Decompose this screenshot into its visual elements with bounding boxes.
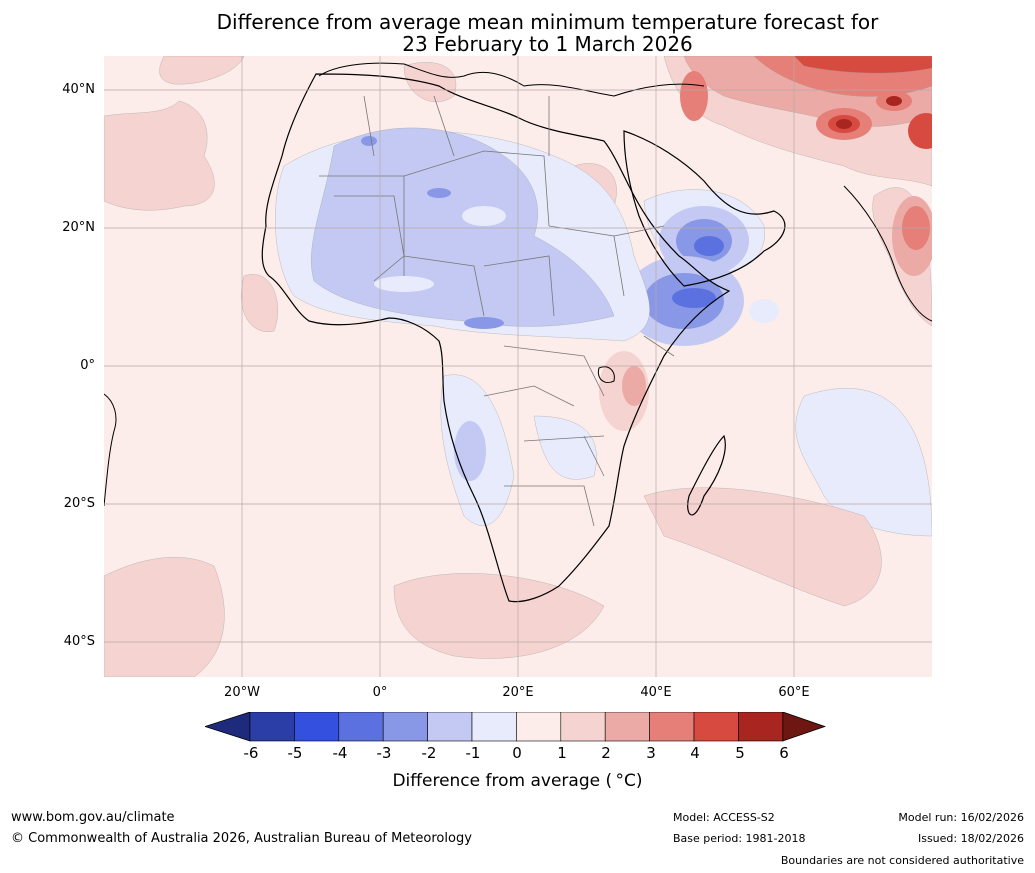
disclaimer-text: Boundaries are not considered authoritat… bbox=[780, 854, 1024, 867]
colorbar-swatch bbox=[560, 712, 606, 742]
graticule bbox=[104, 56, 932, 677]
anomaly-hot-spot bbox=[836, 119, 852, 129]
lon-label: 60°E bbox=[778, 685, 810, 700]
anomaly-warm-region bbox=[393, 573, 605, 659]
country-borders bbox=[319, 95, 675, 527]
lat-label: 40°N bbox=[62, 82, 95, 97]
colorbar-tick: -2 bbox=[421, 744, 437, 762]
colorbar-swatch bbox=[294, 712, 340, 742]
model-run-text: Model run: 16/02/2026 bbox=[898, 811, 1024, 824]
colorbar bbox=[205, 712, 827, 742]
colorbar-tick: 2 bbox=[601, 744, 611, 762]
anomaly-cool-region bbox=[311, 127, 615, 327]
arabia-coastline bbox=[623, 130, 786, 287]
lake-victoria bbox=[597, 366, 615, 383]
anomaly-hot-spot bbox=[886, 96, 902, 106]
lon-label: 20°E bbox=[502, 685, 534, 700]
colorbar-label: Difference from average ( °C) bbox=[392, 771, 643, 791]
issued-text: Issued: 18/02/2026 bbox=[917, 832, 1024, 845]
colorbar-tick: -1 bbox=[465, 744, 481, 762]
website-link[interactable]: www.bom.gov.au/climate bbox=[11, 810, 175, 825]
south-america-coastline bbox=[104, 393, 117, 507]
anomaly-cool-region bbox=[462, 206, 506, 226]
forecast-map bbox=[104, 56, 932, 677]
anomaly-warm-region bbox=[104, 557, 225, 677]
anomaly-warm-region bbox=[104, 100, 215, 211]
india-coastline bbox=[843, 185, 932, 322]
colorbar-extend-high bbox=[782, 712, 827, 742]
model-text: Model: ACCESS-S2 bbox=[673, 811, 775, 824]
colorbar-tick: -4 bbox=[332, 744, 348, 762]
map-title-line2: 23 February to 1 March 2026 bbox=[402, 32, 693, 56]
lat-label: 0° bbox=[80, 358, 95, 373]
anomaly-cool-region bbox=[454, 421, 486, 481]
colorbar-swatch bbox=[604, 712, 650, 742]
anomaly-warm-region bbox=[403, 62, 456, 102]
anomaly-cool-region bbox=[795, 388, 932, 537]
europe-coastline bbox=[318, 62, 705, 97]
africa-coastline bbox=[261, 73, 731, 603]
anomaly-warm-region bbox=[622, 366, 646, 406]
copyright-text: © Commonwealth of Australia 2026, Austra… bbox=[11, 831, 472, 846]
anomaly-cool-region bbox=[672, 288, 716, 308]
colorbar-tick: 4 bbox=[690, 744, 700, 762]
colorbar-tick: 3 bbox=[646, 744, 656, 762]
colorbar-tick: 6 bbox=[779, 744, 789, 762]
colorbar-tick: -3 bbox=[376, 744, 392, 762]
anomaly-hot-spot bbox=[680, 71, 708, 121]
madagascar-coastline bbox=[687, 434, 726, 516]
colorbar-swatch bbox=[427, 712, 473, 742]
anomaly-cool-region bbox=[694, 236, 724, 256]
colorbar-tick: -5 bbox=[287, 744, 303, 762]
colorbar-tick: 0 bbox=[512, 744, 522, 762]
lat-label: 20°N bbox=[62, 220, 95, 235]
colorbar-swatch bbox=[738, 712, 784, 742]
anomaly-cool-region bbox=[374, 276, 434, 292]
colorbar-swatch bbox=[471, 712, 517, 742]
colorbar-swatch bbox=[516, 712, 562, 742]
anomaly-hot-spot bbox=[908, 113, 932, 149]
anomaly-warm-region bbox=[793, 56, 932, 74]
anomaly-cool-region bbox=[533, 415, 597, 480]
colorbar-tick: 5 bbox=[735, 744, 745, 762]
lat-label: 40°S bbox=[63, 634, 95, 649]
colorbar-tick: 1 bbox=[557, 744, 567, 762]
colorbar-swatch bbox=[693, 712, 739, 742]
colorbar-tick: -6 bbox=[243, 744, 259, 762]
colorbar-swatch bbox=[338, 712, 384, 742]
anomaly-warm-region bbox=[159, 56, 245, 85]
lat-label: 20°S bbox=[63, 496, 95, 511]
anomaly-cool-region bbox=[749, 299, 779, 323]
colorbar-swatch bbox=[382, 712, 428, 742]
anomaly-cool-region bbox=[361, 136, 377, 146]
anomaly-warm-region bbox=[643, 487, 882, 607]
lon-label: 40°E bbox=[640, 685, 672, 700]
colorbar-swatch bbox=[649, 712, 695, 742]
anomaly-cool-region bbox=[427, 188, 451, 198]
map-title-line1: Difference from average mean minimum tem… bbox=[216, 10, 879, 34]
lon-label: 0° bbox=[372, 685, 388, 700]
anomaly-cool-region bbox=[464, 317, 504, 329]
lon-label: 20°W bbox=[224, 685, 260, 700]
colorbar-extend-low bbox=[205, 712, 251, 742]
base-period-text: Base period: 1981-2018 bbox=[673, 832, 806, 845]
colorbar-swatch bbox=[249, 712, 295, 742]
